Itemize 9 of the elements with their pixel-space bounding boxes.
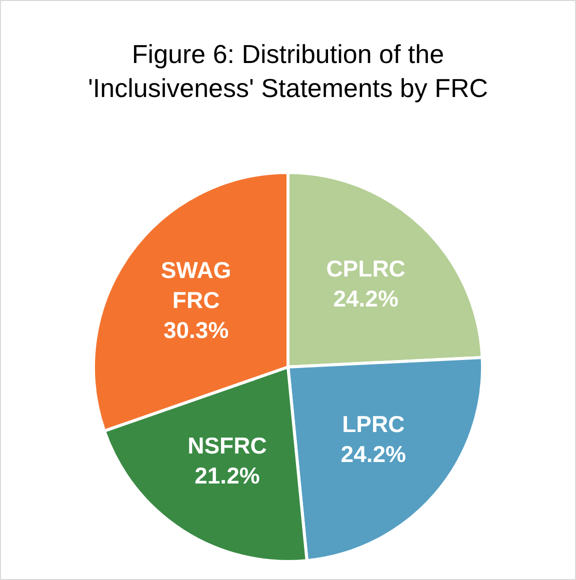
slice-label: CPLRC [326,256,406,282]
chart-title: Figure 6: Distribution of the 'Inclusiveness' Statements by FRC [86,38,490,105]
slice-label: LPRC [342,411,405,438]
data-label: 21.2% [194,462,260,488]
data-label: 30.3% [163,316,229,343]
slice-label: SWAG FRC [160,256,232,313]
data-label: 24.2% [340,441,406,468]
slice-label: NSFRC [188,432,267,458]
data-label: 24.2% [333,286,398,312]
